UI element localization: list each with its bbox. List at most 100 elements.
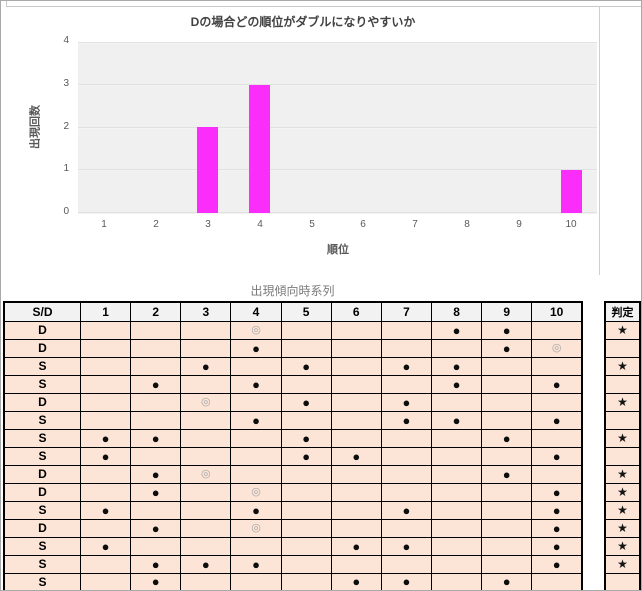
column-header-rank-9[interactable]: 9 xyxy=(481,301,533,322)
column-header-rank-1[interactable]: 1 xyxy=(79,301,132,322)
rank-cell[interactable] xyxy=(430,392,483,412)
rank-cell[interactable] xyxy=(79,410,132,430)
rank-cell[interactable]: ● xyxy=(230,410,282,430)
rank-cell[interactable] xyxy=(280,374,332,394)
rank-cell[interactable] xyxy=(481,356,533,376)
rank-cell[interactable] xyxy=(180,320,232,340)
rank-cell[interactable] xyxy=(330,500,382,520)
rank-cell[interactable]: ● xyxy=(330,446,382,466)
rank-cell[interactable]: ● xyxy=(430,356,483,376)
rank-cell[interactable] xyxy=(430,500,483,520)
rank-cell[interactable] xyxy=(180,428,232,448)
sd-cell[interactable]: D xyxy=(3,392,81,412)
rank-cell[interactable] xyxy=(430,554,483,574)
rank-cell[interactable]: ● xyxy=(280,428,332,448)
rank-cell[interactable]: ● xyxy=(180,356,232,376)
rank-cell[interactable] xyxy=(280,572,332,590)
rank-cell[interactable] xyxy=(481,374,533,394)
sd-cell[interactable]: S xyxy=(3,446,81,466)
judge-header[interactable]: 判定 xyxy=(604,301,641,322)
rank-cell[interactable] xyxy=(430,428,483,448)
rank-cell[interactable] xyxy=(130,356,182,376)
rank-cell[interactable] xyxy=(481,536,533,556)
column-header-rank-2[interactable]: 2 xyxy=(130,301,182,322)
column-header-rank-8[interactable]: 8 xyxy=(430,301,483,322)
judge-cell[interactable]: ★ xyxy=(604,518,641,538)
rank-cell[interactable]: ● xyxy=(380,500,432,520)
rank-cell[interactable] xyxy=(330,410,382,430)
rank-cell[interactable] xyxy=(481,410,533,430)
rank-cell[interactable]: ● xyxy=(330,572,382,590)
rank-cell[interactable]: ● xyxy=(531,374,583,394)
rank-cell[interactable]: ● xyxy=(180,554,232,574)
rank-cell[interactable] xyxy=(280,320,332,340)
sd-cell[interactable]: S xyxy=(3,572,81,590)
judge-cell[interactable] xyxy=(604,410,641,430)
rank-cell[interactable]: ● xyxy=(531,500,583,520)
rank-cell[interactable] xyxy=(280,464,332,484)
rank-cell[interactable]: ● xyxy=(481,320,533,340)
rank-cell[interactable]: ● xyxy=(481,428,533,448)
rank-cell[interactable] xyxy=(180,500,232,520)
rank-cell[interactable]: ● xyxy=(130,554,182,574)
sd-cell[interactable]: D xyxy=(3,464,81,484)
sd-cell[interactable]: S xyxy=(3,374,81,394)
rank-cell[interactable] xyxy=(230,572,282,590)
rank-cell[interactable]: ● xyxy=(130,572,182,590)
rank-cell[interactable] xyxy=(380,482,432,502)
rank-cell[interactable] xyxy=(79,482,132,502)
rank-cell[interactable] xyxy=(180,446,232,466)
rank-cell[interactable] xyxy=(130,392,182,412)
rank-cell[interactable] xyxy=(79,554,132,574)
rank-cell[interactable] xyxy=(230,356,282,376)
rank-cell[interactable]: ● xyxy=(481,338,533,358)
rank-cell[interactable] xyxy=(130,500,182,520)
rank-cell[interactable] xyxy=(79,320,132,340)
rank-cell[interactable]: ● xyxy=(481,464,533,484)
sd-cell[interactable]: D xyxy=(3,518,81,538)
rank-cell[interactable] xyxy=(280,410,332,430)
judge-cell[interactable]: ★ xyxy=(604,554,641,574)
rank-cell[interactable] xyxy=(531,428,583,448)
rank-cell[interactable] xyxy=(380,428,432,448)
rank-cell[interactable] xyxy=(230,428,282,448)
rank-cell[interactable] xyxy=(380,554,432,574)
rank-cell[interactable] xyxy=(180,536,232,556)
rank-cell[interactable]: ◎ xyxy=(180,392,232,412)
rank-cell[interactable] xyxy=(330,518,382,538)
rank-cell[interactable] xyxy=(280,482,332,502)
sd-cell[interactable]: S xyxy=(3,428,81,448)
judge-cell[interactable]: ★ xyxy=(604,500,641,520)
sd-cell[interactable]: S xyxy=(3,500,81,520)
rank-cell[interactable]: ● xyxy=(130,464,182,484)
rank-cell[interactable]: ● xyxy=(531,536,583,556)
rank-cell[interactable] xyxy=(79,338,132,358)
judge-cell[interactable]: ★ xyxy=(604,428,641,448)
rank-cell[interactable] xyxy=(430,572,483,590)
rank-cell[interactable]: ● xyxy=(330,536,382,556)
rank-cell[interactable]: ◎ xyxy=(230,320,282,340)
rank-cell[interactable] xyxy=(330,356,382,376)
rank-cell[interactable] xyxy=(280,536,332,556)
rank-cell[interactable] xyxy=(330,428,382,448)
rank-cell[interactable]: ● xyxy=(430,320,483,340)
rank-cell[interactable] xyxy=(430,536,483,556)
rank-cell[interactable] xyxy=(380,518,432,538)
rank-cell[interactable]: ● xyxy=(531,554,583,574)
rank-cell[interactable]: ● xyxy=(430,410,483,430)
rank-cell[interactable]: ● xyxy=(79,500,132,520)
rank-cell[interactable] xyxy=(380,446,432,466)
rank-cell[interactable]: ● xyxy=(130,374,182,394)
rank-cell[interactable] xyxy=(330,482,382,502)
rank-cell[interactable] xyxy=(280,554,332,574)
rank-cell[interactable]: ● xyxy=(380,410,432,430)
rank-cell[interactable]: ● xyxy=(531,518,583,538)
rank-cell[interactable]: ◎ xyxy=(531,338,583,358)
sd-cell[interactable]: S xyxy=(3,356,81,376)
rank-cell[interactable] xyxy=(531,572,583,590)
sd-cell[interactable]: S xyxy=(3,410,81,430)
rank-cell[interactable] xyxy=(380,374,432,394)
rank-cell[interactable]: ● xyxy=(230,374,282,394)
rank-cell[interactable]: ● xyxy=(230,554,282,574)
rank-cell[interactable] xyxy=(380,464,432,484)
